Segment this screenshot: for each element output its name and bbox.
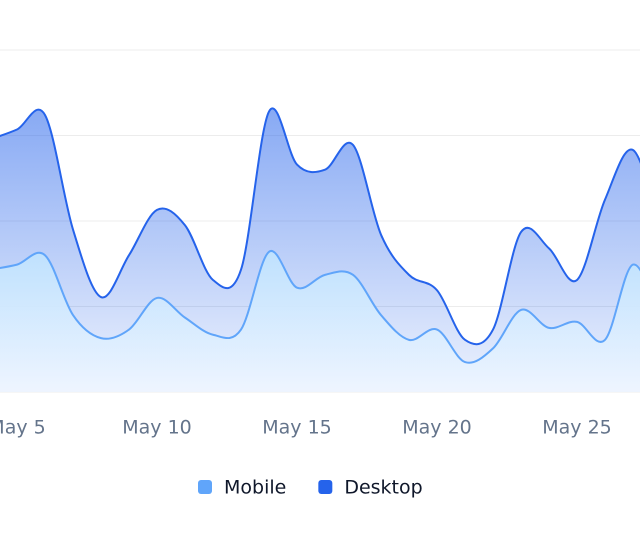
x-tick-label: May 20 xyxy=(402,417,472,439)
x-tick-label: May 25 xyxy=(542,417,612,439)
x-tick-label: May 10 xyxy=(122,417,192,439)
legend-label: Desktop xyxy=(344,477,422,499)
legend-swatch xyxy=(318,480,333,494)
area-fill xyxy=(0,251,640,392)
legend-swatch xyxy=(198,480,212,494)
legend-label: Mobile xyxy=(224,477,286,499)
area-line xyxy=(0,107,640,346)
area-line xyxy=(0,250,640,364)
x-tick-label: May 5 xyxy=(0,417,46,439)
x-tick-label: May 15 xyxy=(262,417,332,439)
